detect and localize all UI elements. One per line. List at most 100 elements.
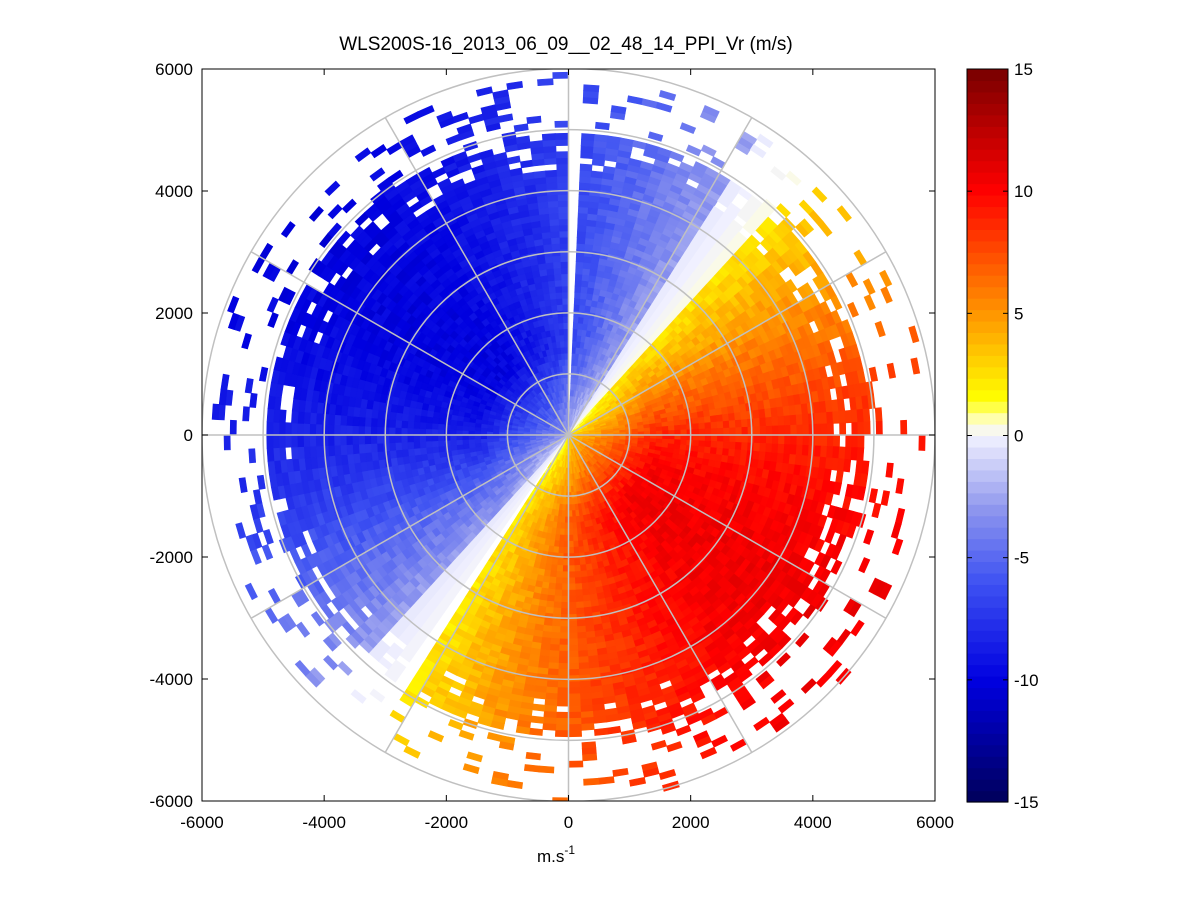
velocity-cell [558,638,569,646]
velocity-cell [568,559,575,567]
velocity-cell [577,643,588,652]
velocity-cell [568,699,581,707]
velocity-cell [559,632,569,640]
velocity-cell [568,662,580,670]
velocity-cell [734,441,743,451]
velocity-cell [577,540,584,548]
velocity-cell [547,588,556,596]
velocity-cell [568,650,579,658]
velocity-cell [575,607,585,615]
velocity-cell [837,398,846,412]
velocity-cell [578,200,590,208]
velocity-cell [557,662,569,670]
velocity-cell [717,434,725,443]
velocity-cell [559,626,569,634]
velocity-cell [533,691,547,700]
velocity-cell [576,619,586,627]
velocity-cell [857,421,865,436]
velocity-cell [549,570,557,578]
velocity-cell [575,601,584,609]
velocity-cell [734,419,743,429]
velocity-cell [667,425,676,431]
velocity-cell [577,650,589,658]
velocity-cell [538,765,555,774]
velocity-cell [692,428,700,436]
velocity-cell [578,194,590,202]
velocity-cell [771,434,779,445]
velocity-cell [702,105,720,118]
velocity-cell [875,420,883,436]
velocity-cell [697,446,706,454]
velocity-cell [723,434,731,443]
velocity-cell [548,656,560,664]
velocity-cell [568,620,578,628]
velocity-cell [759,417,767,427]
velocity-cell [560,607,569,615]
velocity-cell [680,434,688,441]
velocity-cell [655,426,663,432]
velocity-cell [594,121,610,131]
velocity-cell [790,434,798,446]
velocity-cell [556,687,569,695]
velocity-cell [778,434,786,445]
velocity-cell [777,415,785,427]
velocity-cell [559,620,569,628]
velocity-cell [698,440,706,448]
velocity-cell [560,601,569,609]
velocity-cell [753,434,761,444]
velocity-cell [572,528,578,536]
velocity-cell [783,415,791,426]
velocity-cell [823,388,832,402]
velocity-cell [704,422,712,430]
velocity-cell [661,425,669,432]
velocity-cell [555,723,569,731]
velocity-cell [568,583,576,591]
velocity-cell [568,760,584,768]
velocity-cell [574,577,582,585]
velocity-cell [574,279,583,287]
velocity-cell [558,656,569,664]
velocity-cell [880,286,893,304]
velocity-cell [582,600,592,609]
velocity-cell [811,186,828,203]
velocity-cell [547,582,556,590]
velocity-cell [568,546,575,554]
velocity-cell [680,424,688,431]
velocity-cell [753,426,761,436]
velocity-cell [802,434,810,446]
velocity-cell [830,295,843,311]
velocity-cell [580,286,589,294]
velocity-cell [576,236,587,245]
velocity-cell [717,427,725,436]
velocity-cell [749,143,767,159]
velocity-cell [692,434,700,442]
velocity-cell [545,692,558,701]
velocity-cell [832,446,840,459]
velocity-cell [756,133,774,149]
velocity-cell [777,443,785,455]
velocity-cell [801,413,810,426]
velocity-cell [581,588,590,596]
velocity-cell [728,441,737,450]
velocity-cell [799,218,815,234]
velocity-cell [568,571,576,579]
velocity-cell [575,261,584,269]
velocity-cell [741,426,749,436]
velocity-cell [571,522,578,530]
velocity-cell [691,417,700,425]
velocity-cell [556,564,564,573]
velocity-cell [735,434,743,443]
velocity-cell [789,444,798,456]
velocity-cell [723,427,731,436]
velocity-cell [548,650,560,658]
velocity-cell [580,570,588,578]
velocity-cell [643,427,651,433]
velocity-cell [709,447,718,455]
velocity-cell [704,440,712,448]
velocity-cell [728,412,736,422]
velocity-cell [579,692,592,701]
velocity-cell [579,169,592,178]
velocity-cell [552,607,562,615]
velocity-cell [556,699,569,707]
velocity-cell [577,206,589,214]
